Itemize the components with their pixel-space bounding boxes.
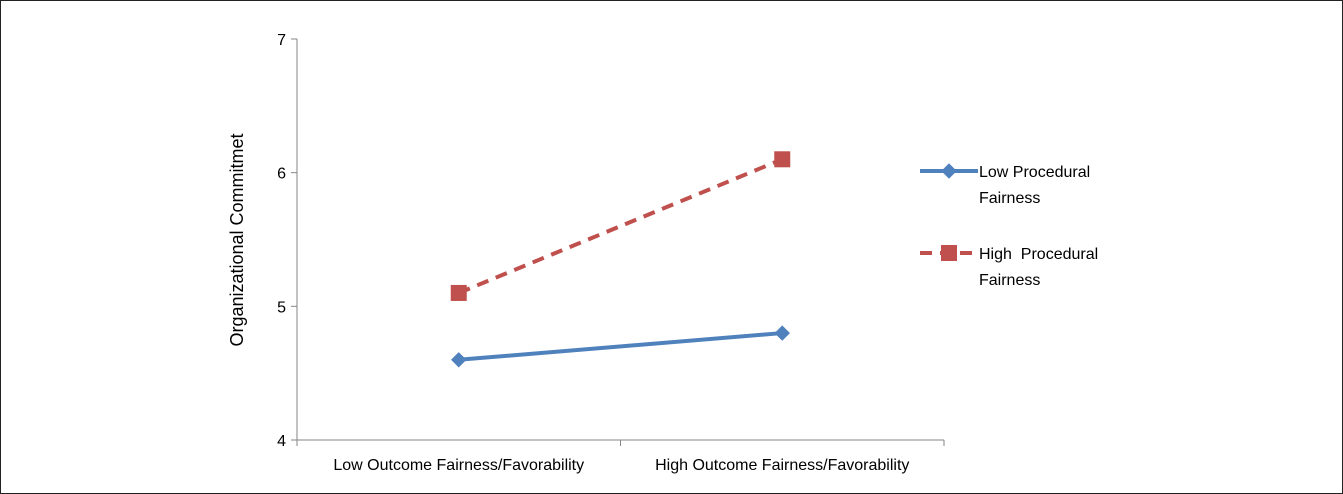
y-axis-title: Organizational Commitmet [227,133,247,346]
series-2 [450,151,791,301]
chart-series [450,151,791,368]
series-line [458,331,783,362]
data-point [774,325,790,341]
chart-axes: 4 5 6 7 Low Outcome Fairness/Favorability Hig… [277,32,945,474]
data-point [450,284,467,301]
legend-label: Fairness [979,272,1040,289]
y-tick-label: 5 [277,299,286,316]
legend-label: Fairness [979,190,1040,207]
data-point [451,352,467,368]
data-point [774,151,791,168]
legend-swatch-marker [941,163,957,179]
chart-legend: Low Procedural Fairness High Procedural Fai… [920,163,1098,289]
series-line [457,157,784,295]
legend-item-2: High Procedural Fairness [920,245,1098,289]
series-1 [451,325,790,368]
y-tick-label: 7 [277,32,286,49]
legend-label: Low Procedural [979,164,1090,181]
legend-swatch-marker [941,245,957,261]
legend-item-1: Low Procedural Fairness [920,163,1090,207]
x-tick-label: Low Outcome Fairness/Favorability [333,457,584,474]
legend-label: High Procedural [979,246,1098,263]
y-tick-label: 4 [277,433,286,450]
y-tick-label: 6 [277,166,286,183]
x-tick-label: High Outcome Fairness/Favorability [655,457,909,474]
